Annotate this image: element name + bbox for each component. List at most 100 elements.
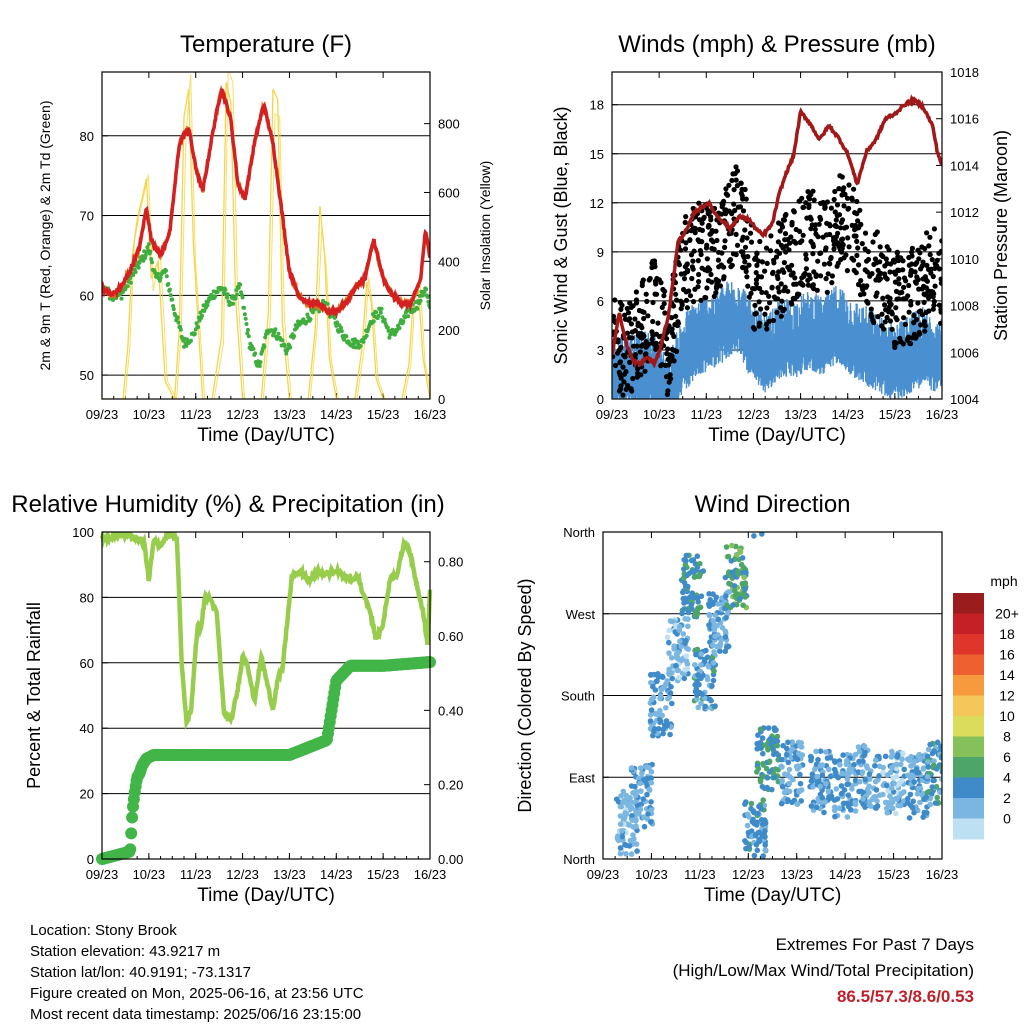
direction-point (798, 740, 804, 746)
gust-point (839, 174, 845, 180)
direction-point (676, 674, 682, 681)
direction-point (833, 786, 840, 792)
direction-point (786, 766, 793, 773)
direction-point (915, 769, 922, 776)
gust-point (782, 231, 789, 237)
gust-point (884, 276, 890, 282)
dewpoint-point (382, 317, 387, 322)
direction-point (681, 557, 687, 563)
gust-point (777, 250, 783, 256)
direction-point (726, 580, 732, 587)
direction-point (786, 788, 793, 795)
direction-point (671, 643, 677, 649)
direction-point (914, 791, 921, 797)
dewpoint-point (418, 298, 423, 303)
gust-point (938, 320, 942, 326)
direction-point (789, 799, 795, 806)
gust-point (649, 340, 655, 346)
gust-point (844, 268, 851, 274)
direction-point (827, 795, 833, 802)
direction-point (833, 769, 839, 776)
direction-point (866, 776, 873, 782)
gust-point (728, 264, 734, 270)
wind-direction-panel: Wind Direction Time (Day/UTC) Direction (C… (515, 491, 958, 906)
gust-point (931, 298, 937, 305)
dewpoint-point (310, 310, 315, 315)
gust-point (906, 309, 912, 315)
direction-point (706, 622, 712, 628)
direction-point (855, 769, 862, 775)
gust-point (669, 354, 675, 360)
gust-point (842, 225, 848, 231)
gust-point (909, 245, 916, 251)
direction-point (855, 744, 862, 750)
gust-point (697, 226, 703, 233)
dewpoint-point (353, 345, 358, 350)
dewpoint-point (243, 316, 248, 321)
gust-point (653, 281, 659, 287)
gust-point (740, 208, 747, 214)
gust-point (692, 230, 698, 236)
gust-point (625, 310, 632, 316)
colorbar-swatch (953, 777, 984, 799)
gust-point (673, 313, 679, 319)
dewpoint-point (246, 334, 251, 339)
direction-point (735, 571, 741, 578)
gust-point (823, 245, 829, 251)
colorbar-label: 12 (999, 688, 1015, 704)
gust-point (713, 228, 719, 234)
gust-point (653, 346, 659, 352)
gust-point (854, 198, 860, 205)
direction-point (698, 651, 704, 657)
direction-point (909, 772, 915, 779)
gust-point (836, 186, 842, 192)
direction-point (682, 597, 689, 603)
direction-point (679, 610, 685, 617)
direction-point (771, 774, 778, 781)
gust-point (617, 372, 623, 378)
gust-point (763, 290, 769, 296)
gust-point (673, 348, 680, 354)
y-tick-label-right: 600 (438, 185, 460, 200)
y-tick-label: 70 (80, 209, 94, 224)
gust-point (678, 298, 684, 304)
direction-point (729, 542, 735, 549)
gust-point (618, 306, 624, 312)
gust-point (732, 207, 738, 214)
direction-point (682, 667, 688, 673)
direction-point (930, 777, 936, 784)
gust-point (929, 257, 935, 263)
gust-point (637, 349, 643, 355)
gust-point (908, 302, 914, 308)
y-tick-label-right: 0.80 (438, 555, 463, 570)
direction-point (945, 771, 951, 777)
plot-frame (101, 71, 431, 400)
gust-point (672, 322, 678, 328)
dewpoint-point (308, 317, 313, 322)
direction-point (685, 583, 691, 590)
gust-point (931, 302, 937, 308)
direction-point (933, 783, 940, 790)
direction-point (743, 569, 749, 576)
x-tick-label: 10/23 (133, 407, 166, 422)
direction-point (725, 589, 731, 595)
gust-point (622, 312, 628, 318)
x-tick-label: 14/23 (320, 867, 353, 882)
dewpoint-point (150, 260, 154, 265)
dewpoint-point (236, 285, 241, 290)
direction-point (774, 733, 781, 740)
dewpoint-point (156, 271, 161, 276)
y-tick-label-right: 400 (438, 254, 460, 269)
gust-point (829, 280, 835, 286)
direction-point (810, 784, 816, 790)
dewpoint-point (178, 327, 183, 332)
direction-point (690, 594, 697, 600)
gust-point (682, 246, 689, 252)
direction-point (819, 772, 826, 779)
gust-point (756, 323, 762, 329)
direction-point (657, 707, 663, 714)
gust-point (621, 371, 628, 377)
gust-point (687, 293, 694, 299)
gust-point (919, 263, 925, 269)
direction-point (694, 553, 701, 559)
